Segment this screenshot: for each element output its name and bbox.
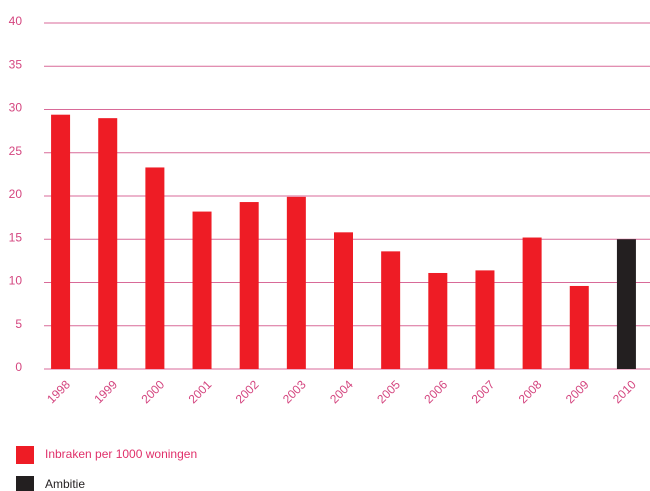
x-tick-label: 2009: [563, 377, 592, 406]
bar: [475, 270, 495, 369]
y-tick-label: 5: [15, 317, 22, 331]
bar: [98, 118, 118, 370]
x-tick-label: 2007: [469, 377, 498, 406]
x-tick-label: 2005: [374, 377, 403, 406]
y-tick-label: 40: [9, 14, 23, 28]
bar: [239, 202, 259, 369]
bar: [51, 114, 71, 369]
y-tick-label: 30: [9, 101, 23, 115]
x-tick-label: 1998: [44, 377, 73, 406]
bar: [428, 272, 448, 369]
bar: [192, 211, 212, 369]
bar: [522, 237, 542, 369]
bar: [286, 196, 306, 369]
x-tick-label: 2001: [186, 377, 215, 406]
y-tick-label: 35: [9, 57, 23, 71]
legend-label: Inbraken per 1000 woningen: [45, 447, 197, 461]
bar: [145, 167, 165, 369]
x-tick-label: 2004: [327, 377, 356, 406]
x-tick-label: 2000: [138, 377, 167, 406]
x-tick-label: 2010: [610, 377, 639, 406]
bar: [616, 239, 636, 369]
x-tick-label: 2008: [516, 377, 545, 406]
y-tick-label: 25: [9, 144, 23, 158]
y-tick-label: 15: [9, 230, 23, 244]
y-tick-label: 10: [9, 274, 23, 288]
legend-label: Ambitie: [45, 477, 85, 491]
x-tick-label: 1999: [91, 377, 120, 406]
x-tick-label: 2003: [280, 377, 309, 406]
bar: [381, 251, 401, 369]
y-tick-label: 0: [15, 360, 22, 374]
y-tick-label: 20: [9, 187, 23, 201]
x-tick-label: 2006: [421, 377, 450, 406]
bar: [569, 285, 589, 369]
legend-swatch: [16, 446, 34, 464]
bar: [334, 232, 353, 369]
legend-swatch: [16, 476, 34, 491]
x-tick-label: 2002: [233, 377, 262, 406]
